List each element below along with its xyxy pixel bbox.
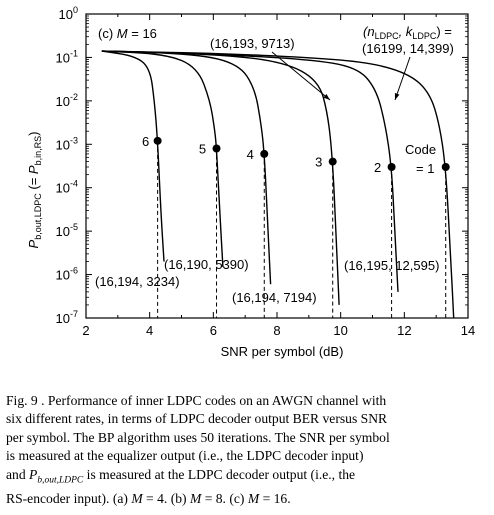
x-tick-label: 4 xyxy=(146,323,153,338)
y-label-p-sub: b,out,LDPC xyxy=(33,193,43,240)
caption-and: and xyxy=(6,466,30,482)
caption-line-6: RS-encoder input). (a) M = 4. (b) M = 8.… xyxy=(6,490,490,508)
panel-prefix: (c) xyxy=(98,26,117,41)
y-label-paren-sub: b,in,RS xyxy=(33,136,43,166)
marker-code-3 xyxy=(328,157,337,166)
caption-fig-label: Fig. 9 xyxy=(6,393,38,408)
panel-value: = 16 xyxy=(128,26,157,41)
ber-figure: 2 4 6 8 10 12 14 100 10-1 10-2 10-3 10-4 10-5 10-6 10-… xyxy=(26,5,475,359)
caption-line-6-d: = 16. xyxy=(259,490,291,506)
caption-p-sub: b,out,LDPC xyxy=(37,475,84,486)
ber-chart: 2 4 6 8 10 12 14 100 10-1 10-2 10-3 10-4 10-5 10-6 10-… xyxy=(26,5,475,359)
code-tuple-label-1: (16199, 14,399) xyxy=(362,41,454,56)
series-line-code-6 xyxy=(101,50,165,262)
legend-close: ) = xyxy=(436,24,452,39)
x-axis-label: SNR per symbol (dB) xyxy=(221,344,344,359)
caption-p-symbol: P xyxy=(29,466,38,482)
caption-line-1-rest: . Performance of inner LDPC codes on an … xyxy=(37,393,387,408)
series-number-2: 2 xyxy=(374,160,381,175)
code-tuple-label-2: (16,195, 12,595) xyxy=(344,258,439,273)
code-eq-label: = 1 xyxy=(416,161,434,176)
legend-mid: , k xyxy=(399,24,414,39)
series-line-code-1 xyxy=(101,50,455,319)
caption-line-4: is measured at the equalizer output (i.e… xyxy=(6,448,364,464)
legend-k-sub: LDPC xyxy=(412,31,437,41)
marker-code-1 xyxy=(441,162,450,171)
y-label-end: ) xyxy=(26,132,41,136)
x-tick-label: 6 xyxy=(210,323,217,338)
series-number-6: 6 xyxy=(142,134,149,149)
y-tick-label: 10-7 xyxy=(56,309,78,326)
x-tick-label: 14 xyxy=(461,323,475,338)
y-tick-label: 10-4 xyxy=(56,179,78,196)
y-tick-label: 10-3 xyxy=(56,135,78,152)
legend-header: (nLDPC, kLDPC) = xyxy=(363,24,452,41)
y-tick-label: 10-1 xyxy=(56,48,78,65)
caption-line-6-a: RS-encoder input). (a) xyxy=(6,490,132,506)
marker-code-2 xyxy=(387,162,396,171)
series-number-4: 4 xyxy=(247,147,254,162)
y-tick-label: 10-6 xyxy=(56,266,78,283)
code-tuple-label-4: (16,194, 7194) xyxy=(232,290,317,305)
caption-m3: M xyxy=(247,490,260,506)
caption-line-5: and Pb,out,LDPC is measured at the LDPC … xyxy=(6,466,490,490)
marker-code-5 xyxy=(212,144,221,153)
caption-m1: M xyxy=(131,490,143,506)
caption-line-3: per symbol. The BP algorithm uses 50 ite… xyxy=(6,429,390,445)
code-word-label: Code xyxy=(405,142,436,157)
y-label-mid: (= xyxy=(26,174,41,193)
series-line-code-4 xyxy=(101,50,272,285)
code-tuple-label-6: (16,194, 3234) xyxy=(95,274,180,289)
caption-line-5-rest: is measured at the LDPC decoder output (… xyxy=(83,466,356,482)
y-label-p: P xyxy=(26,239,41,248)
caption-line-6-b: = 4. (b) xyxy=(142,490,190,506)
leader-line-code-3 xyxy=(271,51,331,101)
y-tick-label: 10-5 xyxy=(56,222,78,239)
series-number-5: 5 xyxy=(199,141,206,156)
legend-open: (n xyxy=(363,24,375,39)
marker-code-6 xyxy=(153,136,162,145)
marker-code-4 xyxy=(260,149,269,158)
code-tuple-label-5: (16,190, 5390) xyxy=(164,257,249,272)
series-line-code-2 xyxy=(101,50,399,292)
y-axis-label: Pb,out,LDPC (= Pb,in,RS) xyxy=(26,132,43,249)
leader-line-code-1 xyxy=(394,56,411,101)
series-line-code-5 xyxy=(101,50,224,267)
arrow-head-code-1 xyxy=(394,93,400,100)
x-tick-label: 2 xyxy=(82,323,89,338)
y-label-paren-p: P xyxy=(26,165,41,174)
caption-line-6-c: = 8. (c) xyxy=(201,490,248,506)
caption-m2: M xyxy=(189,490,202,506)
y-tick-label: 10-2 xyxy=(56,92,78,109)
caption-line-1: Fig. 9 . Performance of inner LDPC codes… xyxy=(6,392,490,410)
x-tick-label: 12 xyxy=(397,323,411,338)
x-tick-label: 8 xyxy=(273,323,280,338)
panel-var: M xyxy=(117,26,128,41)
figure-caption: Fig. 9 . Performance of inner LDPC codes… xyxy=(6,392,490,508)
panel-label: (c) M = 16 xyxy=(98,26,157,41)
code-tuple-label-3: (16,193, 9713) xyxy=(210,36,295,51)
y-tick-label: 100 xyxy=(59,5,78,22)
series-number-3: 3 xyxy=(315,155,322,170)
arrow-head-code-3 xyxy=(323,93,330,100)
caption-line-2: six different rates, in terms of LDPC de… xyxy=(6,411,388,427)
legend-n-sub: LDPC xyxy=(375,31,400,41)
x-tick-label: 10 xyxy=(333,323,347,338)
